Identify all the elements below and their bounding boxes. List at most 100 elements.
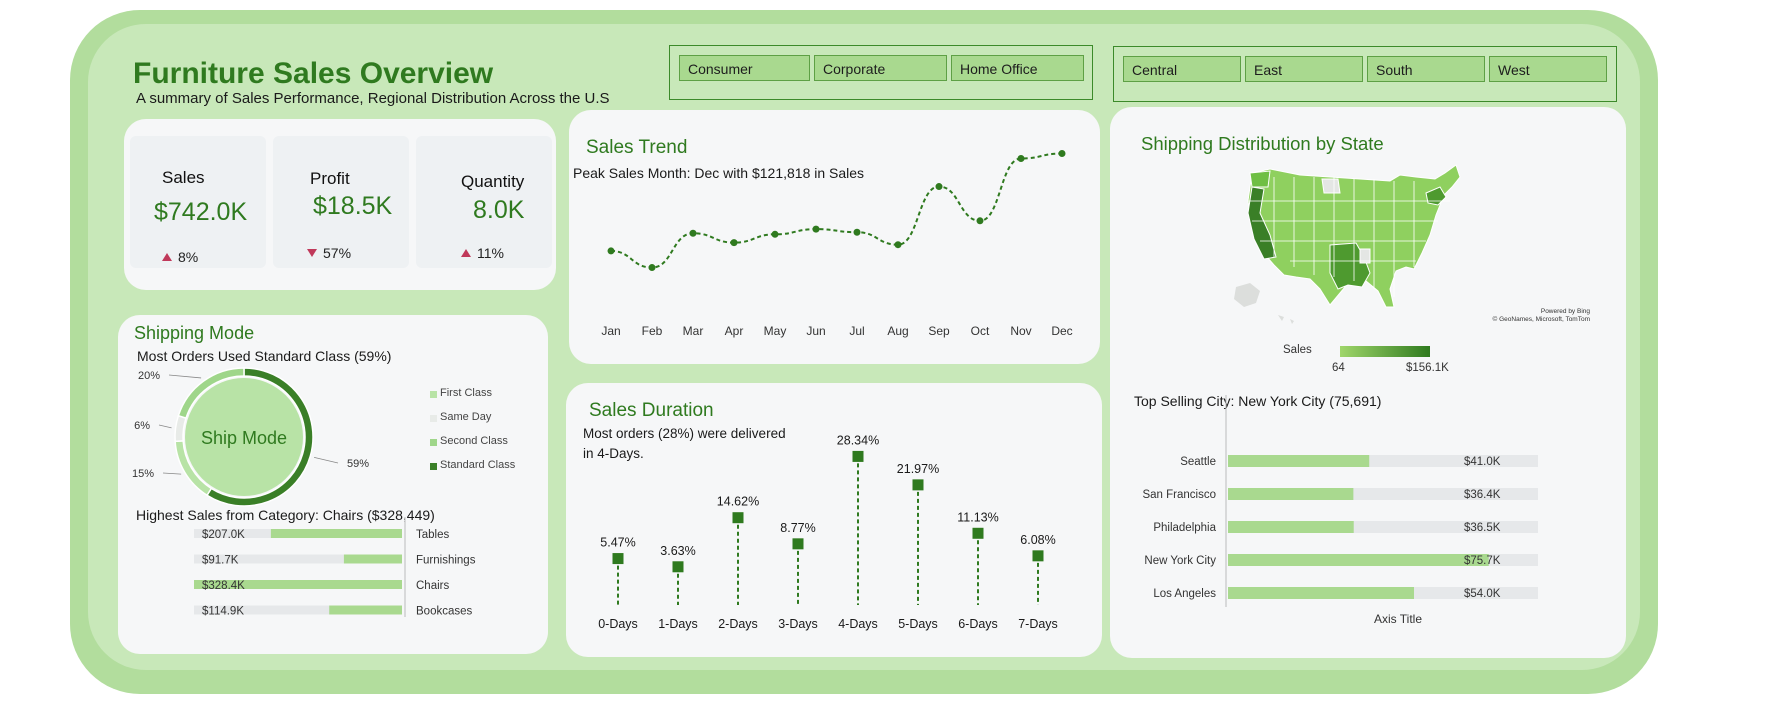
trend-point-jul — [853, 228, 861, 236]
donut-pct-label: 59% — [347, 458, 369, 470]
kpi-value: $742.0K — [154, 198, 248, 226]
trend-point-feb — [648, 264, 656, 272]
hawaii-state — [1278, 315, 1294, 324]
donut-leader-line — [168, 374, 202, 379]
kpi-value: 8.0K — [473, 196, 525, 224]
kpi-value: $18.5K — [313, 192, 393, 220]
category-bar-bookcases — [329, 605, 402, 615]
duration-x-label: 5-Days — [898, 617, 938, 631]
page-subtitle: A summary of Sales Performance, Regional… — [136, 90, 610, 107]
trend-x-label-jun: Jun — [806, 324, 825, 338]
city-bar-new-york-city — [1228, 554, 1489, 566]
trend-point-aug — [894, 241, 902, 249]
sales-duration-card: Sales Duration Most orders (28%) were de… — [566, 383, 1102, 657]
sales-trend-note: Peak Sales Month: Dec with $121,818 in S… — [573, 165, 865, 181]
duration-marker-6-days — [972, 527, 984, 539]
trend-line — [610, 152, 1063, 269]
sales-trend-chart: Jan Feb Mar Apr May Jun Jul Aug Sep Oct Nov Dec — [601, 149, 1073, 338]
slicer-button-central[interactable]: Central — [1123, 56, 1241, 82]
category-note: Highest Sales from Category: Chairs ($32… — [136, 507, 435, 523]
duration-marker-5-days — [912, 479, 924, 491]
duration-marker-7-days — [1032, 550, 1044, 562]
duration-value-label: 28.34% — [837, 433, 879, 447]
map-credit-bing: Powered by Bing — [1540, 308, 1590, 315]
kpi-change: 11% — [461, 245, 504, 261]
duration-marker-4-days — [852, 450, 864, 462]
kpi-change: 8% — [162, 249, 198, 265]
down-arrow-icon — [307, 249, 317, 257]
trend-point-may — [771, 230, 779, 238]
duration-value-label: 11.13% — [957, 510, 998, 524]
trend-point-nov — [1017, 155, 1025, 162]
map-legend-title: Sales — [1283, 344, 1312, 356]
slicer-button-corporate[interactable]: Corporate — [814, 55, 947, 81]
duration-value-label: 8.77% — [780, 521, 815, 535]
category-value-label: $91.7K — [202, 555, 239, 567]
duration-x-label: 7-Days — [1018, 617, 1058, 631]
shipping-mode-title: Shipping Mode — [134, 323, 255, 343]
sales-duration-note-line1: Most orders (28%) were delivered — [583, 426, 786, 441]
trend-x-label-apr: Apr — [725, 324, 744, 338]
trend-x-label-mar: Mar — [683, 324, 704, 338]
kpi-change: 57% — [307, 245, 351, 261]
trend-x-label-oct: Oct — [971, 324, 990, 338]
duration-x-label: 4-Days — [838, 617, 878, 631]
city-bar-los-angeles — [1228, 587, 1414, 599]
legend-first-class: First Class — [440, 387, 492, 399]
segment-slicer: Consumer Corporate Home Office — [669, 45, 1093, 100]
slicer-button-south[interactable]: South — [1367, 56, 1485, 82]
category-bar-furnishings — [343, 554, 402, 564]
duration-marker-2-days — [732, 512, 744, 524]
sales-duration-note-line2: in 4-Days. — [583, 446, 644, 461]
trend-point-apr — [730, 239, 738, 247]
map-credit-sources: © GeoNames, Microsoft, TomTom — [1492, 316, 1591, 323]
trend-point-jun — [812, 225, 820, 233]
city-bar-philadelphia — [1228, 521, 1354, 533]
sales-duration-chart: 5.47% 0-Days 3.63% 1-Days 14.62% 2-Days 8.77% 3… — [598, 433, 1058, 631]
duration-x-label: 3-Days — [778, 617, 818, 631]
map-title: Shipping Distribution by State — [1141, 133, 1384, 154]
donut-pct-label: 6% — [134, 420, 150, 432]
top-cities-bar-chart: Seattle $41.0K San Francisco $36.4K Philadel… — [1142, 395, 1538, 607]
trend-x-label-nov: Nov — [1010, 324, 1031, 338]
city-value-label: $41.0K — [1464, 456, 1501, 468]
shipping-mode-note: Most Orders Used Standard Class (59%) — [137, 348, 392, 364]
category-value-label: $207.0K — [202, 529, 245, 541]
duration-value-label: 3.63% — [660, 544, 695, 558]
category-bar-track — [194, 605, 402, 615]
city-name-label: Los Angeles — [1153, 588, 1216, 600]
city-name-label: Seattle — [1180, 456, 1216, 468]
city-bar-san-francisco — [1228, 488, 1354, 500]
trend-point-oct — [976, 217, 984, 225]
kpi-sales: Sales $742.0K 8% — [130, 136, 266, 268]
category-bar-tables — [270, 529, 402, 538]
slicer-button-consumer[interactable]: Consumer — [679, 55, 810, 81]
legend-swatch — [430, 415, 437, 422]
legend-swatch — [430, 439, 437, 446]
kpi-quantity: Quantity 8.0K 11% — [416, 136, 552, 268]
slicer-button-east[interactable]: East — [1245, 56, 1363, 82]
kpi-label: Sales — [162, 168, 205, 187]
sales-trend-card: Sales Trend Peak Sales Month: Dec with $… — [569, 110, 1100, 364]
slicer-button-home-office[interactable]: Home Office — [951, 55, 1084, 81]
duration-x-label: 0-Days — [598, 617, 638, 631]
category-bar-track — [194, 554, 402, 564]
duration-x-label: 2-Days — [718, 617, 758, 631]
kpi-card: Sales $742.0K 8% Profit $18.5K 57% Quant… — [124, 119, 556, 290]
category-value-label: $114.9K — [202, 606, 244, 618]
trend-x-label-dec: Dec — [1051, 324, 1072, 338]
up-arrow-icon — [461, 249, 471, 257]
louisiana-state — [1359, 248, 1371, 264]
slicer-button-west[interactable]: West — [1489, 56, 1607, 82]
city-value-label: $54.0K — [1464, 588, 1501, 600]
legend-swatch — [430, 463, 437, 470]
map-legend-min: 64 — [1332, 362, 1345, 374]
page-title: Furniture Sales Overview — [133, 57, 494, 90]
donut-leader-line — [162, 472, 182, 475]
kpi-label: Profit — [310, 169, 350, 188]
us-map[interactable] — [1230, 157, 1490, 332]
city-name-label: San Francisco — [1142, 489, 1216, 501]
region-slicer: Central East South West — [1113, 46, 1617, 102]
trend-point-mar — [689, 229, 697, 237]
state-borders — [1248, 177, 1450, 297]
